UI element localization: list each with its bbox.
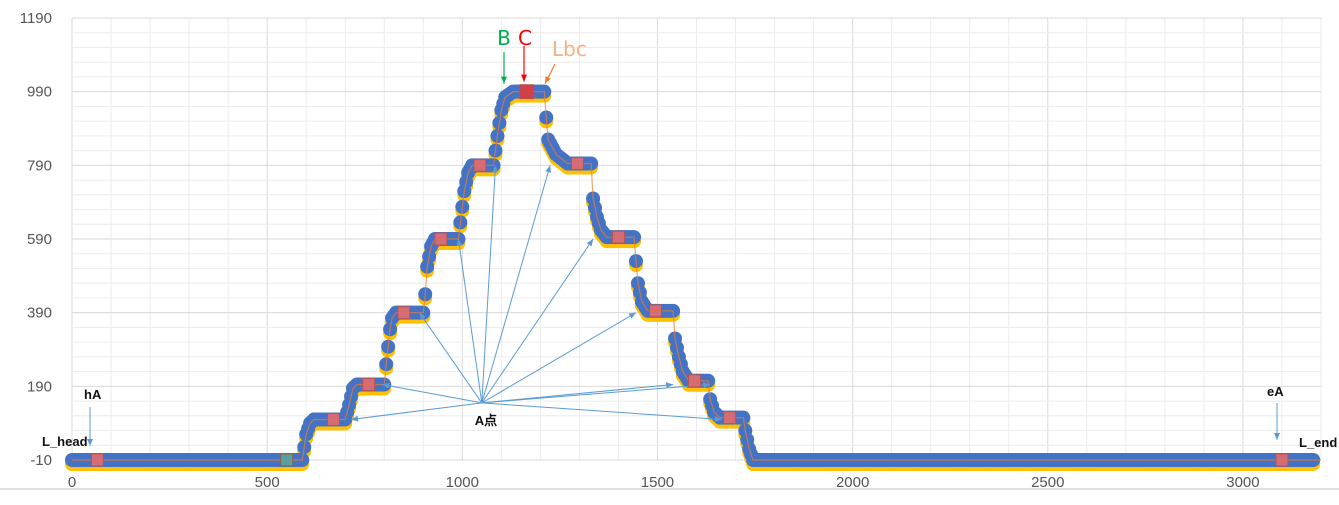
label-b: B (497, 26, 511, 50)
x-tick-label: 1500 (641, 474, 674, 491)
a-point-arrow (418, 312, 483, 404)
segment-markers (90, 84, 1289, 467)
y-tick-label: 590 (27, 231, 52, 248)
segment-marker (1275, 453, 1289, 467)
y-tick-label: 790 (27, 157, 52, 174)
segment-marker (723, 411, 737, 425)
label-a-point: A点 (475, 413, 497, 428)
marker-teal (280, 453, 294, 467)
a-point-arrow (481, 165, 552, 404)
y-tick-label: 390 (27, 305, 52, 322)
y-tick-labels: -10 190 390 590 790 990 1190 (20, 10, 52, 469)
x-tick-label: 2500 (1031, 474, 1064, 491)
label-l-end: L_end (1299, 435, 1337, 450)
y-tick-label: -10 (30, 452, 52, 469)
series-main-points (65, 84, 1321, 467)
series-secondary-points (65, 88, 1321, 471)
a-point-arrow (481, 312, 637, 404)
series-line (72, 91, 1321, 461)
a-point-arrow (481, 238, 594, 404)
segment-marker (611, 230, 625, 244)
a-point-arrow (481, 382, 711, 404)
segment-marker (362, 377, 376, 391)
segment-marker (397, 306, 411, 320)
grid (71, 17, 1322, 461)
label-ha: hA (84, 387, 102, 402)
segment-marker (649, 304, 663, 318)
label-ea: eA (1267, 384, 1284, 399)
y-tick-label: 1190 (20, 10, 52, 27)
a-point-arrow (481, 402, 722, 422)
segment-marker (90, 453, 104, 467)
callout-arrow-lbc (544, 63, 556, 84)
x-tick-label: 0 (68, 474, 76, 491)
x-tick-label: 500 (255, 474, 280, 491)
x-tick-labels: 0 500 1000 1500 2000 2500 3000 (68, 474, 1260, 491)
segment-marker (688, 374, 702, 388)
a-point-arrow (351, 402, 482, 422)
a-point-arrow (382, 382, 482, 404)
x-tick-label: 2000 (836, 474, 869, 491)
label-c: C (518, 26, 532, 50)
segment-marker (434, 232, 448, 246)
label-l-head: L_head (42, 434, 88, 449)
x-tick-label: 3000 (1226, 474, 1259, 491)
segment-marker (519, 84, 535, 100)
callout-arrows (87, 46, 1280, 446)
label-lbc: Lbc (552, 37, 587, 61)
x-tick-label: 1000 (446, 474, 479, 491)
a-point-arrows (351, 165, 722, 422)
a-point-arrow (456, 238, 483, 403)
segment-marker (570, 156, 584, 170)
y-tick-label: 990 (27, 84, 52, 101)
segment-marker (473, 158, 487, 172)
a-point-arrow (481, 165, 499, 403)
segment-marker (327, 412, 341, 426)
y-tick-label: 190 (27, 378, 52, 395)
